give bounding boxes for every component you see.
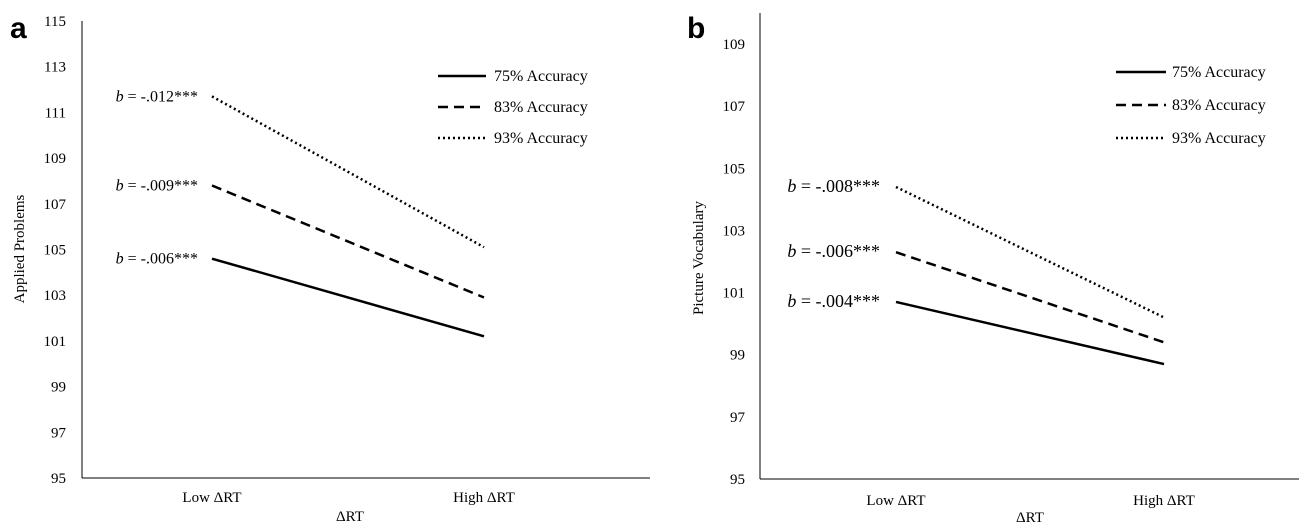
y-tick-label: 99	[730, 348, 745, 364]
panel-letter: b	[687, 12, 705, 45]
y-tick-label: 105	[44, 243, 67, 259]
x-tick-label: High ΔRT	[453, 490, 515, 506]
y-tick-label: 115	[44, 14, 66, 30]
x-axis-title: ΔRT	[1016, 510, 1044, 523]
series-line-solid	[895, 300, 1165, 366]
y-tick-label: 113	[44, 60, 66, 76]
series-line-dotted	[211, 95, 485, 249]
y-tick-label: 107	[723, 99, 746, 115]
y-tick-label: 107	[44, 197, 67, 213]
y-tick-label: 109	[44, 151, 67, 167]
chart-panel-a: a 95 97 99 101 103 105 107 109 111 113 115 Low ΔRT Hi…	[10, 12, 650, 523]
series-line-dotted	[895, 185, 1165, 319]
slope-annotation: b = -.008***	[787, 176, 880, 196]
series-line-dashed	[895, 251, 1165, 344]
y-tick-label: 109	[723, 37, 746, 53]
x-tick-label: Low ΔRT	[866, 493, 925, 509]
y-tick-label: 95	[730, 472, 745, 488]
y-tick-label: 99	[51, 380, 66, 396]
y-tick-label: 101	[723, 286, 746, 302]
y-tick-label: 97	[51, 425, 67, 441]
legend-label: 93% Accuracy	[494, 130, 588, 147]
slope-annotation: b = -.009***	[116, 178, 198, 195]
y-tick-label: 101	[44, 334, 67, 350]
legend-label: 93% Accuracy	[1172, 130, 1266, 147]
series-line-dashed	[211, 184, 485, 299]
y-tick-label: 111	[45, 105, 66, 121]
y-axis-title: Applied Problems	[12, 194, 28, 303]
slope-annotation: b = -.012***	[116, 88, 198, 105]
x-tick-label: High ΔRT	[1133, 493, 1195, 509]
series-line-solid	[211, 257, 485, 338]
y-tick-label: 103	[723, 223, 746, 239]
y-tick-label: 103	[44, 288, 67, 304]
legend-label: 75% Accuracy	[494, 68, 588, 85]
slope-annotation: b = -.006***	[787, 241, 880, 261]
chart-panel-b: b 95 97 99 101 103 105 107 109 Low ΔRT High ΔRT Pic…	[687, 12, 1299, 523]
y-tick-label: 95	[51, 471, 66, 487]
x-axis-title: ΔRT	[336, 509, 364, 523]
y-tick-label: 105	[723, 161, 746, 177]
x-tick-label: Low ΔRT	[182, 490, 241, 506]
y-axis-title: Picture Vocabulary	[691, 201, 707, 316]
legend-label: 83% Accuracy	[1172, 97, 1266, 114]
legend-label: 75% Accuracy	[1172, 64, 1266, 81]
legend-label: 83% Accuracy	[494, 99, 588, 116]
y-tick-label: 97	[730, 410, 746, 426]
panel-letter: a	[10, 12, 27, 45]
slope-annotation: b = -.006***	[116, 251, 198, 268]
slope-annotation: b = -.004***	[787, 291, 880, 311]
